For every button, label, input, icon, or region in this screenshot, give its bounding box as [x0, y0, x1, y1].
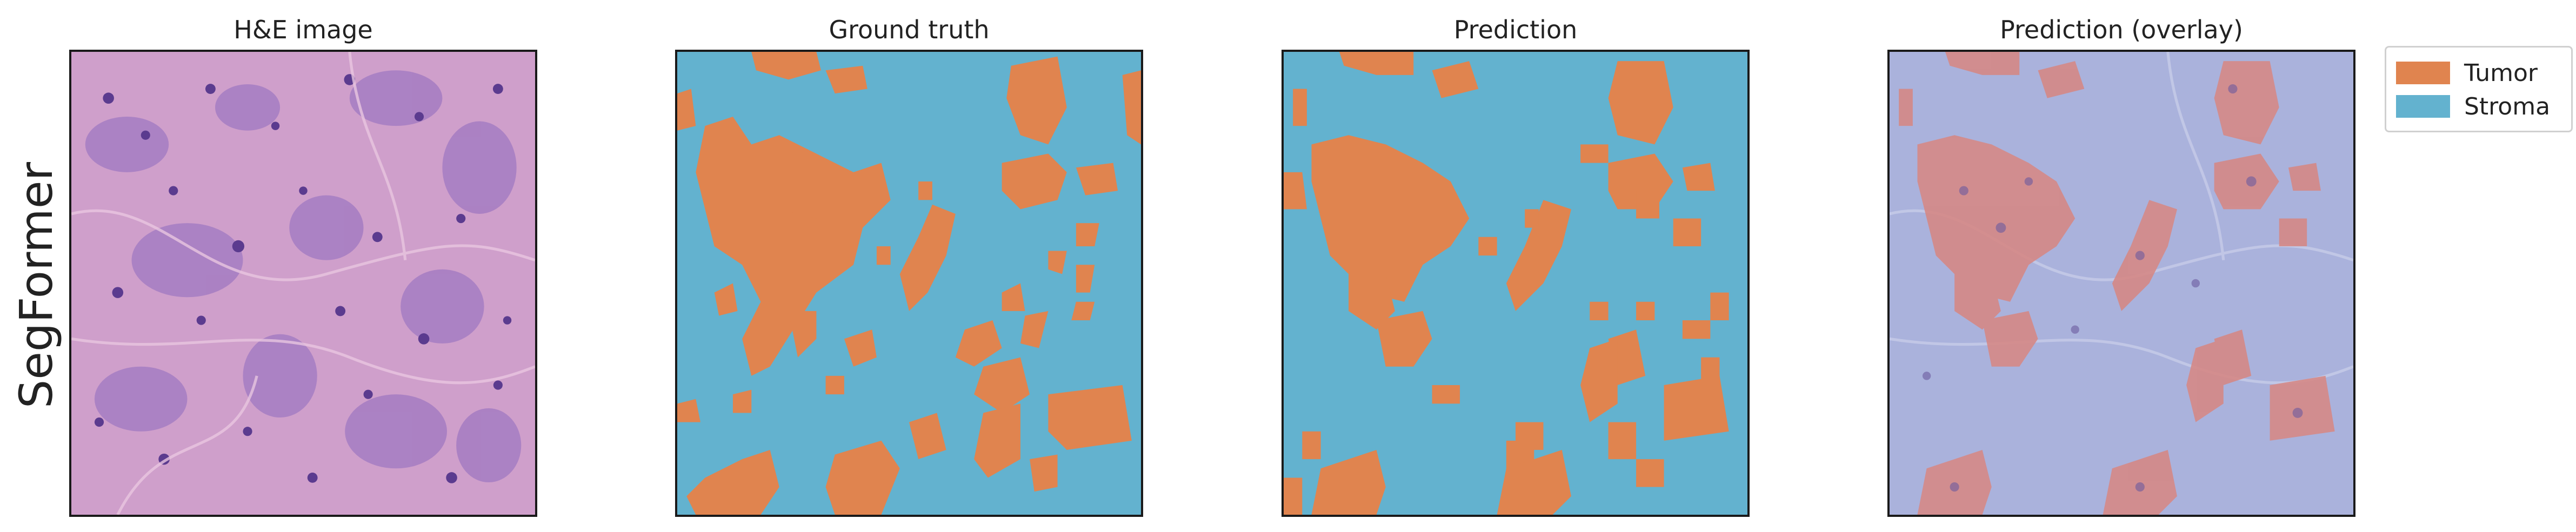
- he-image-panel: [69, 50, 537, 517]
- panel-title-he: H&E image: [233, 15, 373, 44]
- panel-title-prediction: Prediction: [1453, 15, 1578, 44]
- panel-title-overlay: Prediction (overlay): [2000, 15, 2243, 44]
- prediction-mask: [1284, 52, 1747, 515]
- prediction-overlay-image: [1890, 52, 2353, 515]
- legend-label-tumor: Tumor: [2464, 59, 2538, 87]
- overlay-panel: [1887, 50, 2355, 517]
- legend: Tumor Stroma: [2385, 46, 2573, 132]
- legend-label-stroma: Stroma: [2464, 92, 2551, 120]
- row-label-text: SegFormer: [10, 161, 63, 408]
- legend-swatch-stroma: [2396, 95, 2450, 118]
- panel-title-ground-truth: Ground truth: [829, 15, 990, 44]
- legend-swatch-tumor: [2396, 62, 2450, 84]
- prediction-panel: [1282, 50, 1750, 517]
- legend-item-stroma: Stroma: [2396, 90, 2561, 123]
- legend-item-tumor: Tumor: [2396, 56, 2561, 90]
- ground-truth-panel: [675, 50, 1143, 517]
- ground-truth-mask: [677, 52, 1141, 515]
- he-image: [71, 52, 535, 515]
- row-label: SegFormer: [10, 51, 63, 518]
